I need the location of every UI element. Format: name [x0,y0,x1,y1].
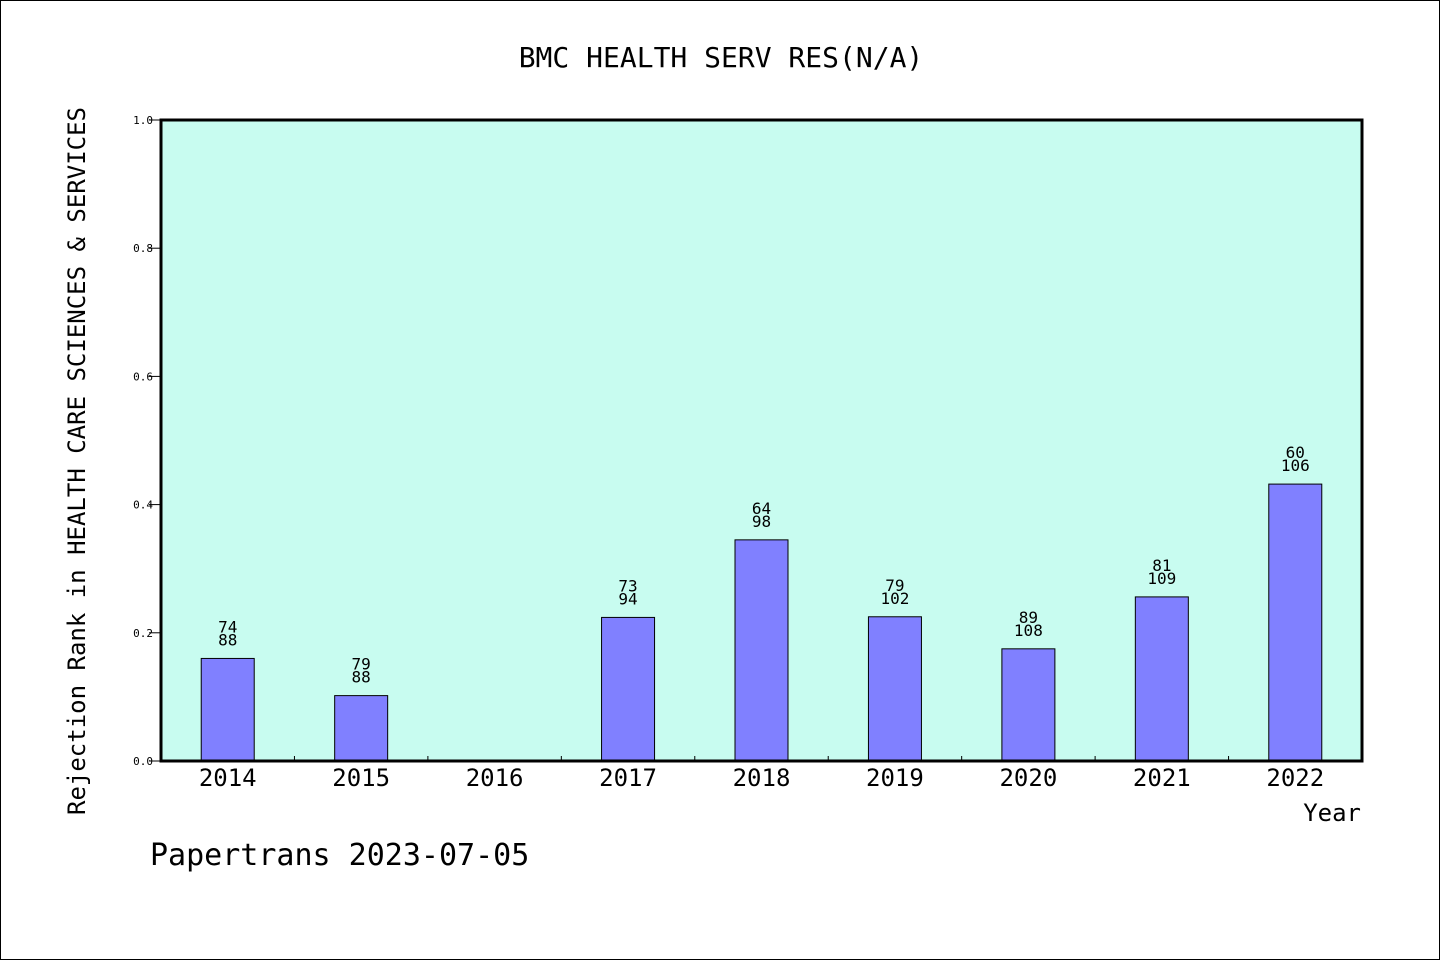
x-tick-label: 2020 [999,764,1057,792]
bar-label-top: 81 [1152,556,1171,575]
bar-label-top: 60 [1286,443,1305,462]
x-tick-label: 2022 [1266,764,1324,792]
x-tick-label: 2016 [466,764,524,792]
y-tick-label: 0.2 [133,627,153,640]
y-tick-label: 1.0 [133,114,153,127]
y-tick-label: 0.6 [133,370,153,383]
bar-label-top: 79 [352,655,371,674]
bar-label-bottom: 88 [352,668,371,687]
x-tick-label: 2015 [332,764,390,792]
chart-title: BMC HEALTH SERV RES(N/A) [519,41,924,74]
bar-group [200,483,1323,762]
bar-label-top: 73 [618,576,637,595]
plot-border [159,118,1364,763]
bar [1268,483,1323,762]
x-tick-label: 2018 [733,764,791,792]
bar [734,539,789,762]
bar-label-bottom: 106 [1281,456,1310,475]
bar-label-top: 79 [885,576,904,595]
bar [200,657,255,762]
x-axis-label: Year [1303,799,1361,827]
x-tick-label: 2019 [866,764,924,792]
bar [1001,648,1056,762]
bar [601,616,656,762]
x-tick-group: 2014 2015 2016 2017 2018 2019 2020 2021 2022 [199,756,1324,792]
x-tick-label: 2021 [1133,764,1191,792]
bar [1134,596,1189,762]
y-tick-group: 0.0 0.2 0.4 0.6 0.8 1.0 [133,114,161,768]
x-tick-label: 2014 [199,764,257,792]
bar-label-top: 64 [752,499,771,518]
bar-label-bottom: 102 [880,589,909,608]
bar-label-top: 74 [218,617,237,636]
x-tick-label: 2017 [599,764,657,792]
y-tick-label: 0.0 [133,755,153,768]
bar [334,695,389,762]
bar-label-bottom: 108 [1014,621,1043,640]
bar-label-bottom: 109 [1147,569,1176,588]
y-tick-label: 0.4 [133,499,153,512]
bar-label-bottom: 88 [218,630,237,649]
bar-label-bottom: 98 [752,512,771,531]
y-axis-label: Rejection Rank in HEALTH CARE SCIENCES &… [63,107,91,815]
bar [867,616,922,762]
footer-text: Papertrans 2023-07-05 [150,838,529,873]
y-tick-label: 0.8 [133,242,153,255]
bar-label-bottom: 94 [618,589,637,608]
bar-label-top: 89 [1019,608,1038,627]
